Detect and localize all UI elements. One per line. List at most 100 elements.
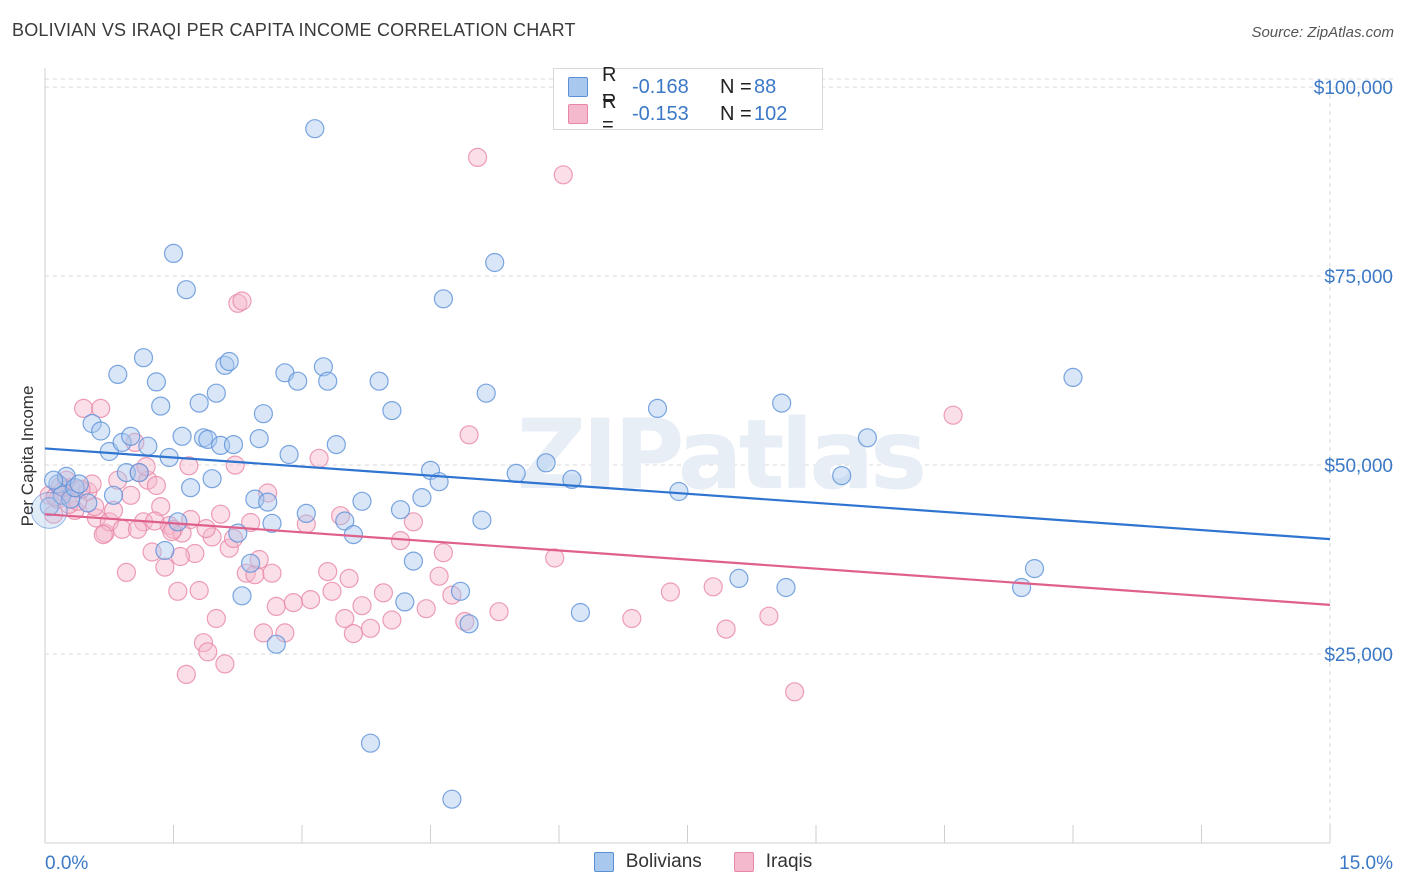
data-point-bolivians: [433, 289, 453, 309]
data-point-iraqis: [262, 563, 282, 583]
trend-line-iraqis: [44, 513, 1331, 606]
data-point-bolivians: [146, 372, 166, 392]
data-point-bolivians: [776, 577, 796, 598]
data-point-bolivians: [442, 789, 462, 809]
data-point-iraqis: [241, 512, 261, 533]
data-point-bolivians: [91, 421, 111, 441]
data-point-bolivians: [352, 491, 372, 511]
data-point-bolivians: [219, 351, 239, 372]
legend-r-label: R =: [602, 91, 617, 136]
data-point-bolivians: [395, 592, 415, 612]
data-point-iraqis: [196, 518, 216, 539]
data-point-bolivians: [570, 602, 591, 623]
x-tick-label: 0.0%: [45, 853, 88, 874]
data-point-bolivians: [857, 428, 878, 448]
data-point-iraqis: [225, 455, 245, 475]
data-point-iraqis: [253, 623, 273, 643]
data-point-iraqis: [784, 682, 805, 702]
data-point-bolivians: [232, 586, 252, 606]
stats-legend: R = -0.168 N = 88 R = -0.153 N = 102: [553, 64, 823, 136]
data-point-bolivians: [318, 371, 338, 391]
data-point-bolivians: [78, 493, 98, 513]
data-point-iraqis: [121, 485, 141, 505]
data-point-iraqis: [352, 596, 372, 616]
data-point-iraqis: [489, 602, 509, 622]
legend-n-value: 102: [754, 102, 788, 125]
data-point-bolivians: [459, 614, 479, 634]
data-point-bolivians: [472, 510, 492, 530]
data-point-bolivians: [206, 383, 226, 403]
y-axis-label: Per Capita Income: [18, 386, 37, 527]
data-point-bolivians: [168, 512, 188, 532]
data-point-iraqis: [185, 543, 205, 564]
data-point-iraqis: [318, 561, 338, 582]
data-point-iraqis: [468, 147, 488, 167]
data-point-iraqis: [193, 633, 214, 653]
data-point-iraqis: [168, 581, 188, 601]
data-point-bolivians: [258, 492, 278, 512]
data-point-bolivians: [121, 426, 141, 446]
legend-swatch-pink: [568, 104, 588, 124]
data-point-iraqis: [433, 543, 453, 563]
data-point-iraqis: [73, 398, 94, 418]
legend-r-label: R =: [602, 64, 617, 109]
data-point-bolivians: [335, 511, 355, 531]
y-tick-label: $75,000: [1324, 267, 1393, 288]
data-point-iraqis: [301, 589, 321, 610]
data-point-bolivians: [43, 470, 64, 490]
data-point-iraqis: [703, 577, 723, 597]
legend-row-bolivians: R = -0.168 N = 88: [568, 64, 776, 109]
data-point-iraqis: [660, 582, 681, 602]
data-point-iraqis: [155, 557, 175, 577]
data-point-bolivians: [450, 581, 471, 601]
data-point-iraqis: [459, 425, 479, 445]
data-point-bolivians: [369, 371, 389, 391]
data-point-iraqis: [343, 623, 363, 644]
data-point-bolivians: [1024, 558, 1045, 579]
data-point-bolivians: [536, 453, 556, 473]
data-point-iraqis: [716, 619, 736, 639]
data-point-iraqis: [416, 599, 436, 619]
data-point-bolivians: [151, 396, 171, 416]
legend-swatch-blue: [593, 852, 614, 872]
data-point-bolivians: [189, 393, 209, 413]
trend-line-bolivians: [44, 447, 1331, 541]
data-point-bolivians: [296, 503, 316, 524]
data-point-bolivians: [485, 252, 505, 273]
data-point-iraqis: [943, 405, 963, 425]
data-point-iraqis: [93, 524, 113, 545]
data-point-bolivians: [279, 444, 299, 465]
data-point-bolivians: [129, 463, 149, 483]
data-point-iraqis: [127, 519, 148, 539]
data-point-bolivians: [562, 469, 582, 489]
data-point-bolivians: [69, 474, 89, 494]
legend-n-label: N =: [720, 102, 752, 125]
source-label: Source: ZipAtlas.com: [1251, 24, 1394, 41]
data-point-bolivians: [305, 119, 325, 139]
data-point-iraqis: [553, 165, 573, 185]
data-point-bolivians: [772, 393, 792, 413]
data-point-iraqis: [339, 568, 359, 589]
data-point-iraqis: [622, 608, 642, 629]
data-point-bolivians: [155, 540, 175, 561]
y-tick-label: $50,000: [1324, 456, 1393, 477]
trend-layer: [44, 447, 1331, 606]
legend-swatch-pink: [733, 852, 754, 872]
legend-label-bolivians: Bolivians: [625, 851, 702, 872]
legend-label-iraqis: Iraqis: [765, 851, 813, 872]
data-point-iraqis: [322, 581, 342, 601]
data-point-bolivians: [163, 243, 184, 263]
data-point-bolivians: [138, 436, 158, 456]
data-point-iraqis: [759, 606, 779, 626]
data-point-iraqis: [211, 504, 231, 524]
data-point-bolivians: [729, 568, 749, 589]
data-point-iraqis: [245, 565, 265, 585]
data-point-bolivians: [262, 513, 282, 533]
data-point-iraqis: [146, 475, 166, 496]
data-point-iraqis: [283, 592, 303, 613]
legend-item-bolivians: Bolivians: [593, 851, 702, 873]
data-point-iraqis: [219, 538, 239, 558]
watermark: ZIPatlas: [517, 399, 924, 511]
data-point-bolivians: [476, 383, 496, 403]
